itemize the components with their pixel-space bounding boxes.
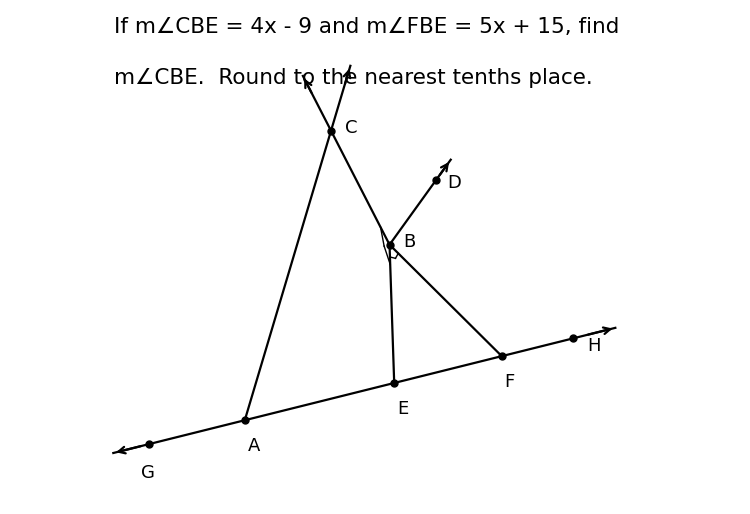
Text: B: B (403, 233, 416, 251)
Text: D: D (448, 174, 461, 192)
Text: H: H (587, 337, 601, 355)
Text: m∠CBE.  Round to the nearest tenths place.: m∠CBE. Round to the nearest tenths place… (113, 68, 592, 88)
Text: C: C (344, 119, 357, 137)
Text: A: A (248, 437, 260, 455)
Text: G: G (142, 464, 155, 482)
Text: E: E (398, 400, 409, 418)
Text: If m∠CBE = 4x - 9 and m∠FBE = 5x + 15, find: If m∠CBE = 4x - 9 and m∠FBE = 5x + 15, f… (113, 17, 619, 36)
Text: F: F (504, 373, 515, 391)
